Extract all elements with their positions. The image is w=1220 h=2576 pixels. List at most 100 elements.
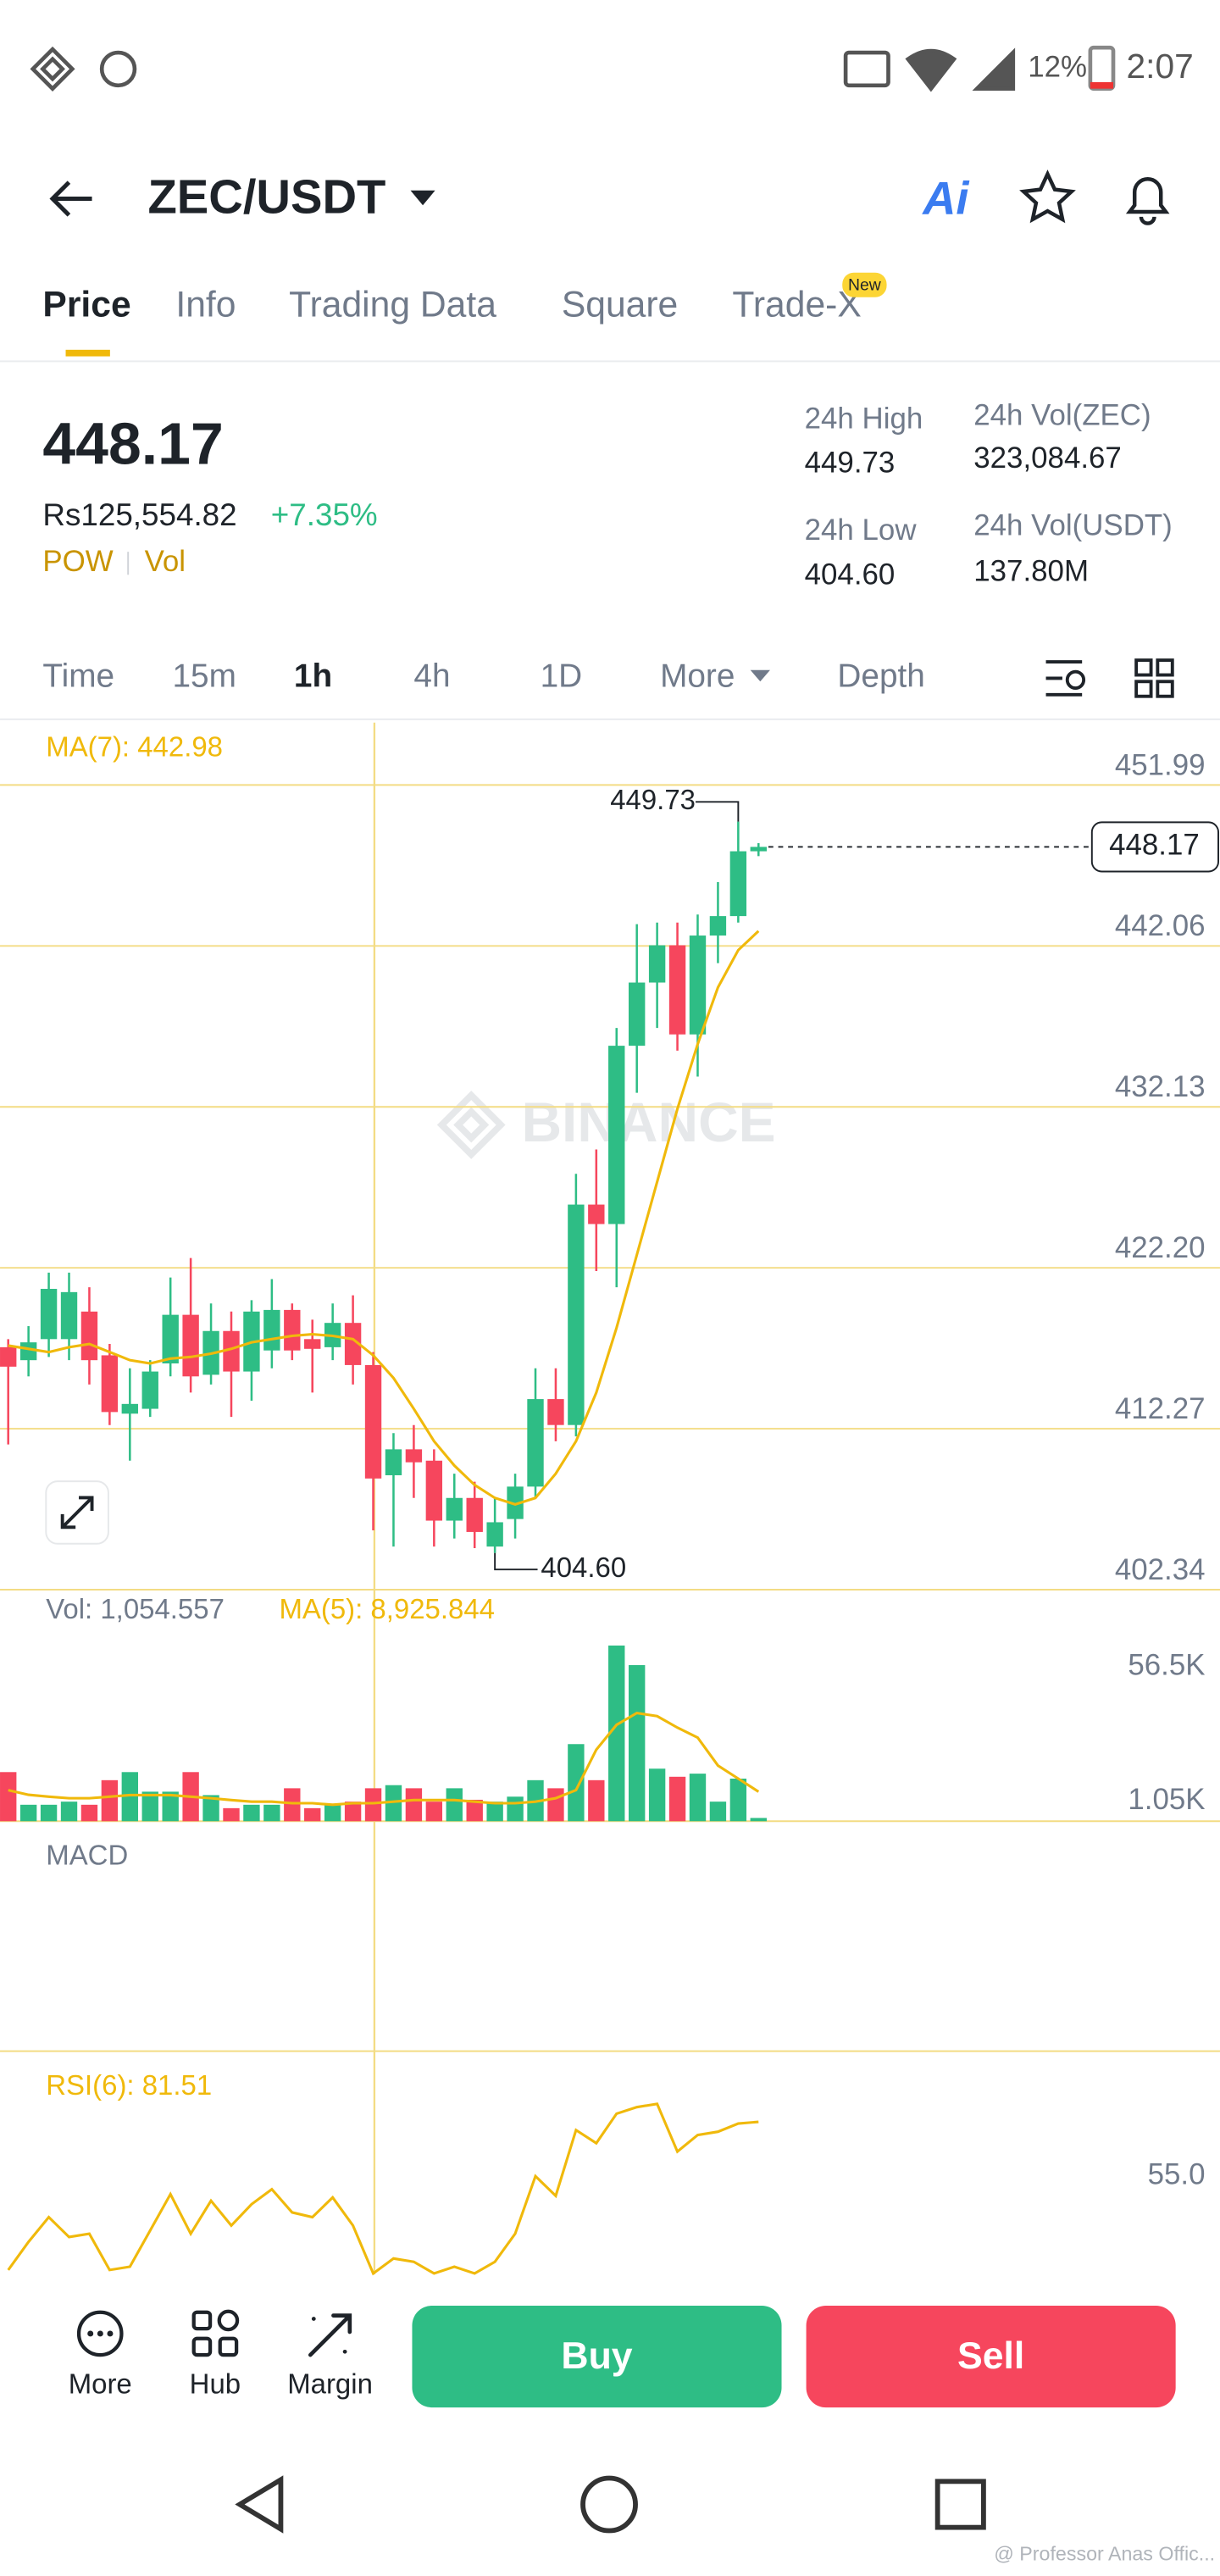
volume-bar [568, 1744, 585, 1822]
interval[interactable]: More [660, 658, 735, 695]
candle-body [304, 1339, 321, 1349]
candle-body [486, 1522, 503, 1547]
stat-label: 24h Low [805, 514, 918, 547]
battery-level [1090, 81, 1114, 89]
volume-bar [141, 1791, 158, 1822]
candle-body [141, 1371, 158, 1409]
tag[interactable]: POW [42, 545, 113, 578]
volume-bar [60, 1802, 78, 1822]
candle-body [405, 1449, 423, 1463]
tab-indicator [65, 349, 110, 357]
interval[interactable]: 4h [413, 658, 450, 695]
y-tick-label: 402.34 [1115, 1553, 1206, 1586]
hub-icon[interactable] [191, 2309, 240, 2357]
tab[interactable]: Square [562, 285, 678, 325]
y-tick-label: 412.27 [1115, 1392, 1206, 1425]
stat-value: 137.80M [973, 555, 1089, 588]
volume-bar [243, 1804, 260, 1822]
tag[interactable]: Vol [145, 545, 186, 578]
volume-bar [628, 1665, 646, 1822]
sell-label[interactable]: Sell [957, 2335, 1024, 2377]
volume-bar [709, 1802, 727, 1822]
y-tick-label: 1.05K [1128, 1783, 1205, 1816]
candle-body [709, 916, 727, 936]
interval[interactable]: Depth [837, 658, 924, 695]
alert-button[interactable] [1125, 177, 1170, 225]
volume-bar [364, 1788, 382, 1822]
candle-body [547, 1399, 564, 1425]
bottom-item[interactable]: More [69, 2368, 132, 2400]
stat-label: 24h Vol(USDT) [973, 508, 1173, 541]
watermark: BINANCE [521, 1091, 775, 1153]
bottom-item[interactable]: Margin [287, 2368, 373, 2400]
tab[interactable]: Info [175, 285, 236, 325]
hub-shape [218, 2336, 239, 2357]
layout-cell [1156, 658, 1174, 677]
back-button[interactable] [49, 180, 92, 217]
volume-bar [608, 1645, 625, 1822]
candle-body [101, 1355, 119, 1413]
margin-icon[interactable] [308, 2313, 352, 2357]
tab[interactable]: Trade-X [732, 285, 861, 325]
interval[interactable]: 1h [294, 658, 332, 695]
new-badge-text: New [848, 275, 882, 294]
bottom-item[interactable]: Hub [190, 2368, 241, 2400]
credit: @ Professor Anas Offic... [994, 2543, 1215, 2565]
interval[interactable]: 15m [173, 658, 236, 695]
volume-bar [101, 1779, 119, 1822]
volume-bar [507, 1796, 524, 1822]
volume-bar [0, 1772, 17, 1822]
hub-shape [191, 2336, 213, 2357]
candle-body [121, 1403, 139, 1414]
more-caret[interactable] [750, 669, 770, 682]
stat-label: 24h High [805, 402, 923, 435]
price-change: +7.35% [271, 497, 378, 532]
candle-body [507, 1486, 524, 1519]
ai-button[interactable]: Ai [921, 174, 969, 225]
volume-bar [446, 1788, 463, 1822]
candle-body [568, 1204, 585, 1425]
favorite-button[interactable] [1019, 169, 1076, 224]
pair-dropdown[interactable] [410, 190, 435, 206]
sell-button[interactable] [806, 2305, 1176, 2408]
fiat-price: Rs125,554.82 [42, 497, 236, 532]
tab[interactable]: Price [42, 285, 130, 325]
candle-body [0, 1346, 17, 1367]
nav-recents[interactable] [934, 2479, 986, 2530]
candle-body [162, 1314, 179, 1364]
hub-shape [217, 2309, 240, 2332]
candle-body [689, 935, 707, 1035]
interval[interactable]: Time [42, 658, 114, 695]
layout-button[interactable] [1134, 658, 1174, 698]
y-tick-label: 422.20 [1115, 1231, 1206, 1264]
indicator-button[interactable] [1045, 660, 1086, 697]
candle-body [385, 1449, 402, 1475]
pair-title[interactable]: ZEC/USDT [147, 169, 385, 223]
battery-text: 12% [1028, 51, 1087, 84]
candle-body [750, 847, 767, 852]
macd-legend: MACD [46, 1840, 128, 1871]
nav-home[interactable] [580, 2475, 638, 2534]
candle-body [60, 1291, 78, 1340]
volume-bar [19, 1804, 37, 1822]
buy-label[interactable]: Buy [561, 2335, 632, 2377]
volume-legend: Vol: 1,054.557 [46, 1593, 225, 1624]
volume-bar [223, 1807, 240, 1822]
buy-button[interactable] [412, 2305, 782, 2408]
candle-body [425, 1460, 443, 1521]
volume-bar [40, 1804, 58, 1822]
tab[interactable]: Trading Data [289, 285, 496, 325]
more-icon[interactable] [76, 2310, 124, 2357]
clock: 2:07 [1127, 47, 1194, 86]
rsi-line [7, 2102, 759, 2276]
charts: 451.99 442.06 432.13 422.20 412.27 402.34 MA(7… [0, 730, 1220, 2276]
status-bar [30, 45, 1116, 92]
interval[interactable]: 1D [541, 658, 583, 695]
y-tick-label: 442.06 [1115, 909, 1206, 942]
y-tick-label: 55.0 [1148, 2157, 1206, 2190]
volume-bar [547, 1788, 564, 1822]
nav-back[interactable] [235, 2475, 284, 2534]
rsi-legend: RSI(6): 81.51 [46, 2069, 212, 2101]
volume-bar [689, 1774, 707, 1822]
